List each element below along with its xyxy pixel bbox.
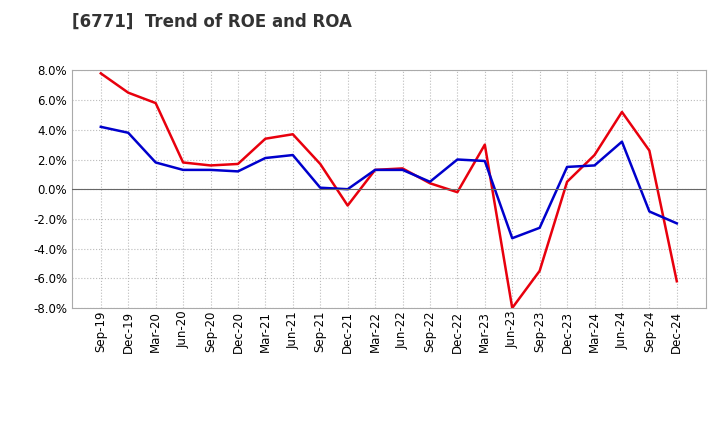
ROA bbox=[96, 124, 105, 129]
ROA bbox=[618, 139, 626, 144]
ROE bbox=[508, 305, 516, 311]
ROE bbox=[124, 90, 132, 95]
ROE bbox=[563, 179, 572, 184]
ROE bbox=[96, 71, 105, 76]
ROE bbox=[343, 203, 352, 208]
ROA bbox=[536, 225, 544, 231]
Legend: ROE, ROA: ROE, ROA bbox=[302, 439, 476, 440]
ROA bbox=[206, 167, 215, 172]
ROA bbox=[453, 157, 462, 162]
ROA bbox=[371, 167, 379, 172]
ROE bbox=[151, 100, 160, 106]
ROA bbox=[426, 179, 434, 184]
ROE bbox=[289, 132, 297, 137]
ROA bbox=[289, 152, 297, 158]
ROA bbox=[480, 158, 489, 164]
ROE bbox=[672, 279, 681, 284]
ROA bbox=[645, 209, 654, 214]
ROA bbox=[124, 130, 132, 136]
ROA bbox=[343, 187, 352, 192]
ROA bbox=[563, 164, 572, 169]
ROE bbox=[316, 161, 325, 167]
ROE bbox=[618, 109, 626, 114]
ROE bbox=[453, 190, 462, 195]
ROE bbox=[536, 268, 544, 274]
ROA bbox=[590, 163, 599, 168]
ROA bbox=[179, 167, 187, 172]
Text: [6771]  Trend of ROE and ROA: [6771] Trend of ROE and ROA bbox=[72, 13, 352, 31]
ROA bbox=[672, 221, 681, 226]
ROE bbox=[645, 148, 654, 153]
ROE bbox=[179, 160, 187, 165]
ROA bbox=[508, 235, 516, 241]
ROE bbox=[261, 136, 270, 141]
ROA bbox=[398, 167, 407, 172]
ROA bbox=[261, 155, 270, 161]
ROE bbox=[371, 167, 379, 172]
ROA bbox=[316, 185, 325, 191]
Line: ROA: ROA bbox=[101, 127, 677, 238]
ROA bbox=[233, 169, 242, 174]
ROE bbox=[480, 142, 489, 147]
ROE bbox=[206, 163, 215, 168]
ROE bbox=[590, 152, 599, 158]
ROE bbox=[233, 161, 242, 167]
Line: ROE: ROE bbox=[101, 73, 677, 308]
ROE bbox=[398, 166, 407, 171]
ROE bbox=[426, 180, 434, 186]
ROA bbox=[151, 160, 160, 165]
